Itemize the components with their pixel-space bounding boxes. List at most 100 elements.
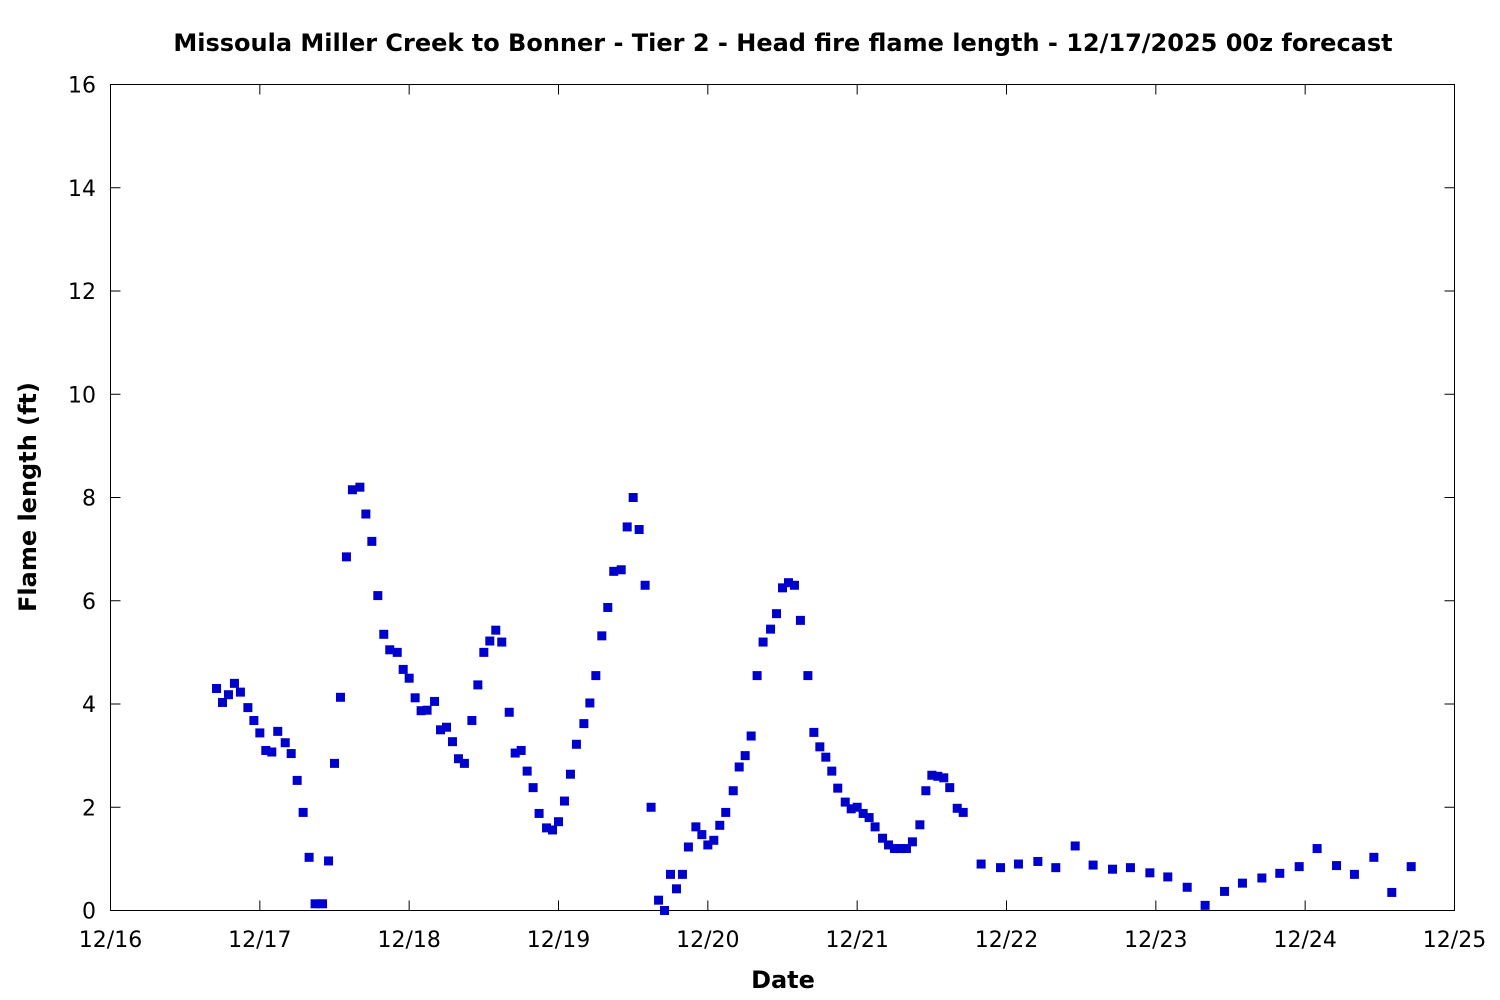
axis-ticks bbox=[110, 84, 1455, 911]
data-point bbox=[833, 783, 843, 793]
data-point bbox=[697, 830, 707, 840]
data-point bbox=[355, 482, 365, 492]
data-point bbox=[671, 884, 681, 894]
data-point bbox=[734, 762, 744, 772]
data-point bbox=[591, 671, 601, 681]
data-point bbox=[335, 692, 345, 702]
data-point bbox=[571, 739, 581, 749]
data-point bbox=[609, 566, 619, 576]
data-point bbox=[864, 813, 874, 823]
data-point bbox=[1033, 856, 1043, 866]
data-point bbox=[870, 822, 880, 832]
data-point bbox=[330, 758, 339, 768]
y-axis-label: Flame length (ft) bbox=[14, 382, 42, 612]
data-point bbox=[255, 728, 265, 738]
data-point bbox=[223, 690, 233, 700]
data-point bbox=[976, 859, 986, 869]
data-point bbox=[229, 678, 239, 688]
data-point bbox=[410, 693, 420, 703]
data-point bbox=[528, 783, 538, 793]
data-point bbox=[373, 591, 383, 601]
data-point bbox=[1070, 841, 1080, 851]
data-point bbox=[318, 899, 328, 909]
data-point bbox=[622, 522, 632, 532]
data-point bbox=[683, 842, 693, 852]
data-point bbox=[1013, 859, 1023, 869]
data-point bbox=[392, 647, 402, 657]
data-point bbox=[901, 844, 911, 854]
x-tick-label: 12/16 bbox=[79, 928, 142, 953]
data-point bbox=[858, 808, 868, 818]
y-tick-labels: 0 2 4 6 8 10 12 14 16 bbox=[68, 74, 96, 925]
data-point bbox=[273, 726, 283, 736]
data-point bbox=[616, 565, 626, 575]
data-point bbox=[715, 820, 725, 830]
data-point bbox=[740, 751, 750, 761]
data-point bbox=[803, 671, 813, 681]
x-tick-label: 12/21 bbox=[825, 928, 888, 953]
data-point bbox=[878, 833, 888, 843]
data-point bbox=[758, 637, 768, 647]
data-point bbox=[1145, 868, 1155, 878]
data-point bbox=[447, 737, 457, 747]
data-point bbox=[907, 837, 917, 847]
data-point bbox=[996, 863, 1006, 873]
data-point bbox=[890, 844, 899, 854]
x-tick-label: 12/19 bbox=[527, 928, 590, 953]
data-point bbox=[772, 609, 782, 619]
data-point bbox=[504, 707, 514, 717]
data-point bbox=[324, 856, 334, 866]
data-point bbox=[933, 771, 943, 781]
data-point bbox=[654, 895, 664, 905]
data-point bbox=[815, 742, 825, 752]
data-point bbox=[212, 684, 222, 694]
data-point bbox=[218, 697, 227, 707]
y-tick-label: 0 bbox=[82, 900, 96, 925]
data-point bbox=[243, 703, 253, 713]
data-point bbox=[852, 802, 862, 812]
data-point bbox=[789, 580, 799, 590]
data-point bbox=[286, 749, 296, 759]
data-point bbox=[603, 602, 613, 612]
data-point bbox=[945, 783, 955, 793]
data-point bbox=[398, 664, 408, 674]
chart-title: Missoula Miller Creek to Bonner - Tier 2… bbox=[173, 29, 1392, 57]
data-point bbox=[1257, 873, 1267, 883]
data-point bbox=[1349, 869, 1359, 879]
data-point bbox=[565, 769, 575, 779]
data-point bbox=[1163, 872, 1173, 882]
y-tick-label: 4 bbox=[82, 693, 96, 718]
data-point bbox=[430, 696, 440, 706]
data-point bbox=[628, 493, 638, 502]
data-point bbox=[921, 786, 931, 796]
x-tick-label: 12/25 bbox=[1423, 928, 1486, 953]
data-point bbox=[479, 647, 489, 657]
data-point bbox=[292, 775, 302, 785]
data-point bbox=[640, 580, 650, 590]
data-point bbox=[915, 820, 925, 830]
data-point bbox=[473, 680, 483, 690]
data-point bbox=[646, 802, 656, 812]
data-point bbox=[559, 796, 569, 806]
data-point bbox=[895, 844, 905, 854]
data-point bbox=[1294, 862, 1304, 872]
data-point bbox=[660, 906, 670, 915]
data-point bbox=[310, 899, 320, 909]
data-point bbox=[666, 869, 675, 879]
data-point bbox=[840, 797, 850, 807]
data-point bbox=[1125, 863, 1135, 873]
y-tick-label: 14 bbox=[68, 177, 96, 202]
data-point bbox=[1369, 852, 1379, 862]
data-point bbox=[795, 615, 805, 625]
data-point bbox=[404, 673, 414, 683]
data-point bbox=[442, 722, 451, 732]
data-point bbox=[280, 738, 290, 748]
data-point bbox=[579, 719, 589, 729]
data-point bbox=[298, 807, 308, 817]
y-tick-label: 8 bbox=[82, 487, 96, 512]
x-tick-label: 12/24 bbox=[1273, 928, 1336, 953]
data-point bbox=[554, 817, 563, 827]
data-point bbox=[385, 645, 395, 655]
data-point bbox=[367, 536, 377, 546]
